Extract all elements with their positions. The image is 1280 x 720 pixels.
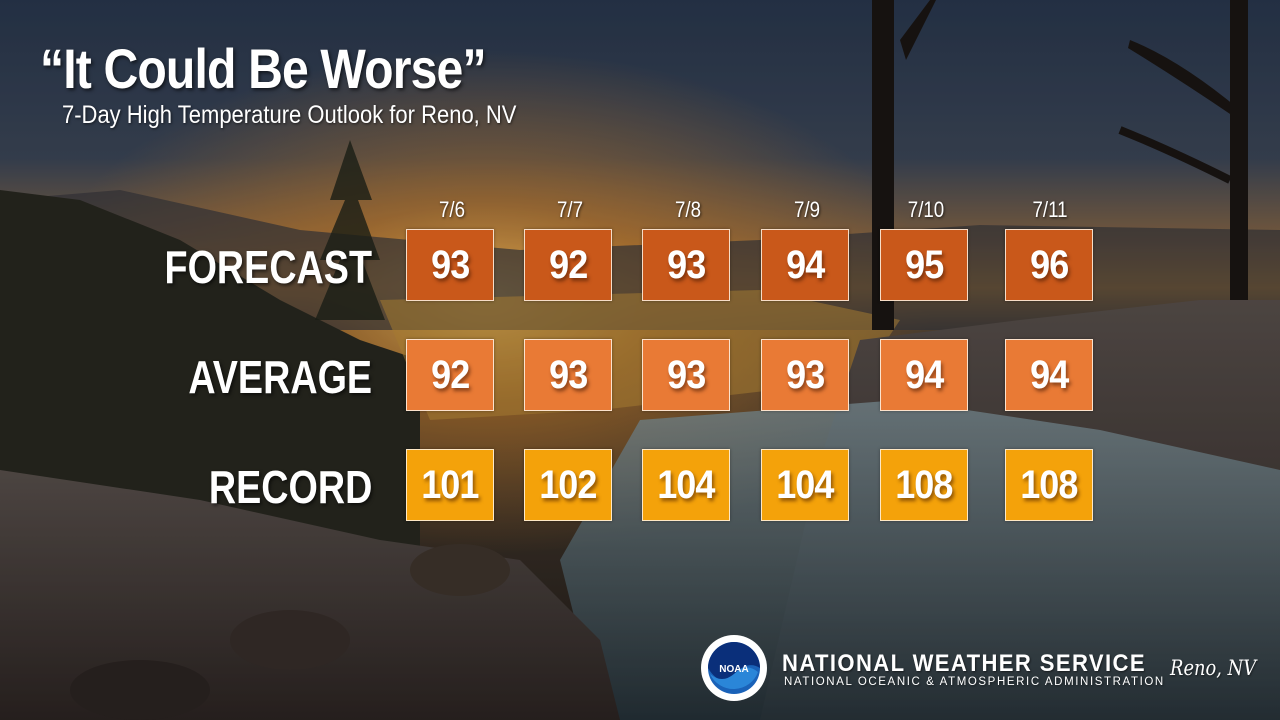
forecast-cell: 93 — [642, 229, 730, 301]
row-label-average: AVERAGE — [188, 351, 372, 403]
row-label-forecast: FORECAST — [164, 241, 372, 293]
forecast-cell: 95 — [880, 229, 968, 301]
record-cell: 108 — [1005, 449, 1093, 521]
average-cell: 93 — [642, 339, 730, 411]
record-cell: 108 — [880, 449, 968, 521]
page-title: “It Could Be Worse” — [40, 37, 487, 100]
date-label: 7/9 — [793, 197, 821, 222]
record-cell: 104 — [642, 449, 730, 521]
average-cell: 92 — [406, 339, 494, 411]
noaa-logo-icon: NOAA — [701, 635, 767, 701]
record-cell: 104 — [761, 449, 849, 521]
record-cell: 101 — [406, 449, 494, 521]
office-location: Reno, NV — [1170, 656, 1257, 680]
date-label: 7/6 — [438, 197, 466, 222]
forecast-cell: 96 — [1005, 229, 1093, 301]
forecast-cell: 92 — [524, 229, 612, 301]
page-subtitle: 7-Day High Temperature Outlook for Reno,… — [62, 101, 517, 129]
date-label: 7/10 — [907, 197, 945, 222]
parent-agency-name: NATIONAL OCEANIC & ATMOSPHERIC ADMINISTR… — [784, 676, 1165, 688]
forecast-cell: 94 — [761, 229, 849, 301]
nws-footer: NOAA NATIONAL WEATHER SERVICE NATIONAL O… — [700, 634, 1260, 704]
record-cell: 102 — [524, 449, 612, 521]
average-cell: 94 — [1005, 339, 1093, 411]
row-label-record: RECORD — [208, 461, 372, 513]
date-label: 7/8 — [674, 197, 702, 222]
date-label: 7/11 — [1032, 197, 1068, 222]
average-cell: 93 — [761, 339, 849, 411]
forecast-cell: 93 — [406, 229, 494, 301]
average-cell: 94 — [880, 339, 968, 411]
average-cell: 93 — [524, 339, 612, 411]
date-label: 7/7 — [556, 197, 584, 222]
agency-name: NATIONAL WEATHER SERVICE — [782, 650, 1146, 677]
noaa-logo-text: NOAA — [719, 664, 748, 675]
